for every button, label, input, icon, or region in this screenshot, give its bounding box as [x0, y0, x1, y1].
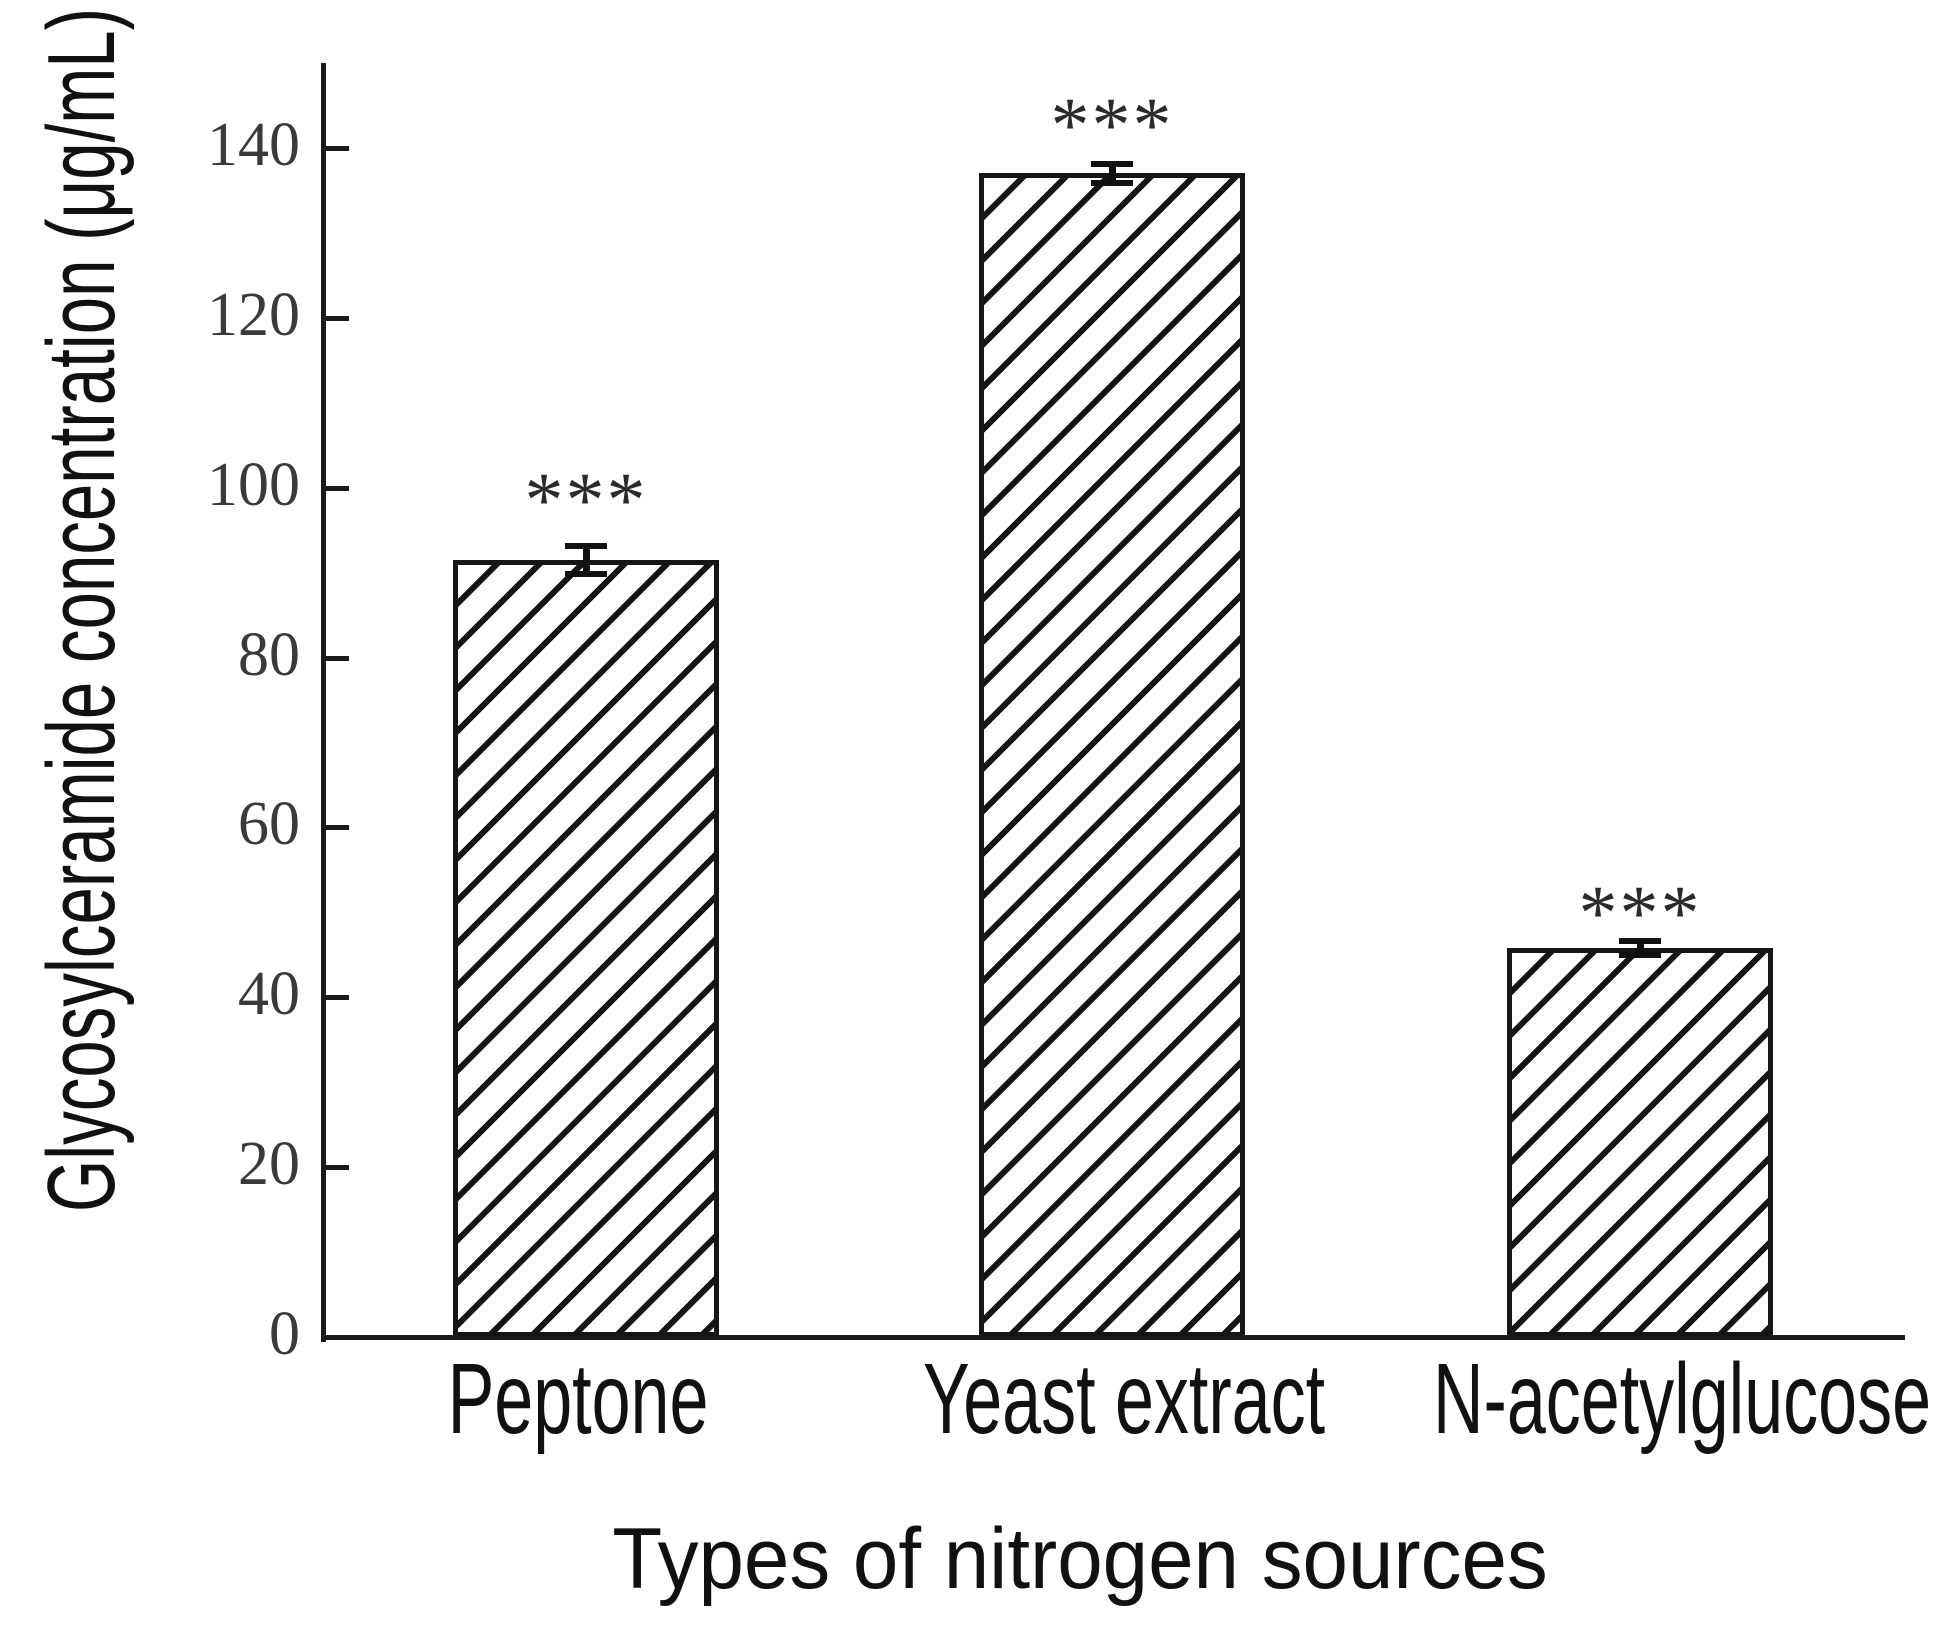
error-bar-stem [1108, 165, 1116, 182]
y-tick-label: 40 [238, 960, 300, 1029]
category-label: N-acetylglucose [1432, 1343, 1932, 1455]
error-bar-top-cap [1091, 160, 1133, 167]
y-tick-mark [325, 485, 349, 491]
category-label: Yeast extract [922, 1343, 1326, 1455]
significance-marker: *** [1578, 869, 1702, 957]
y-tick-label: 60 [238, 790, 300, 859]
significance-marker: *** [524, 455, 648, 543]
y-tick-mark [325, 146, 349, 151]
y-tick-mark [325, 655, 349, 661]
y-tick-mark [325, 995, 349, 1001]
y-tick-mark [325, 315, 349, 321]
y-tick-label: 20 [238, 1130, 300, 1199]
x-axis-line [321, 1335, 1905, 1340]
y-tick-mark [325, 1335, 349, 1340]
bar [979, 173, 1245, 1337]
y-tick-label: 140 [207, 111, 300, 179]
y-tick-mark [325, 1165, 349, 1171]
y-tick-label: 0 [269, 1300, 300, 1368]
category-label: Peptone [447, 1343, 709, 1455]
bar [1507, 948, 1773, 1337]
error-bar-stem [582, 548, 590, 572]
y-tick-label: 80 [238, 620, 300, 689]
error-bar-bottom-cap [1091, 180, 1133, 187]
error-bar-top-cap [565, 543, 607, 549]
error-bar-stem [1636, 942, 1644, 954]
y-tick-label: 120 [207, 280, 300, 349]
error-bar-top-cap [1619, 937, 1661, 944]
error-bar-bottom-cap [565, 570, 607, 577]
x-axis-title: Types of nitrogen sources [612, 1511, 1548, 1607]
y-tick-mark [325, 825, 349, 831]
error-bar-bottom-cap [1619, 952, 1661, 959]
y-axis-line [321, 63, 326, 1342]
significance-marker: *** [1050, 81, 1174, 169]
y-tick-label: 100 [207, 450, 300, 519]
y-axis-title: Glycosylceramide concentration (μg/mL) [28, 8, 135, 1212]
bar [453, 559, 719, 1337]
